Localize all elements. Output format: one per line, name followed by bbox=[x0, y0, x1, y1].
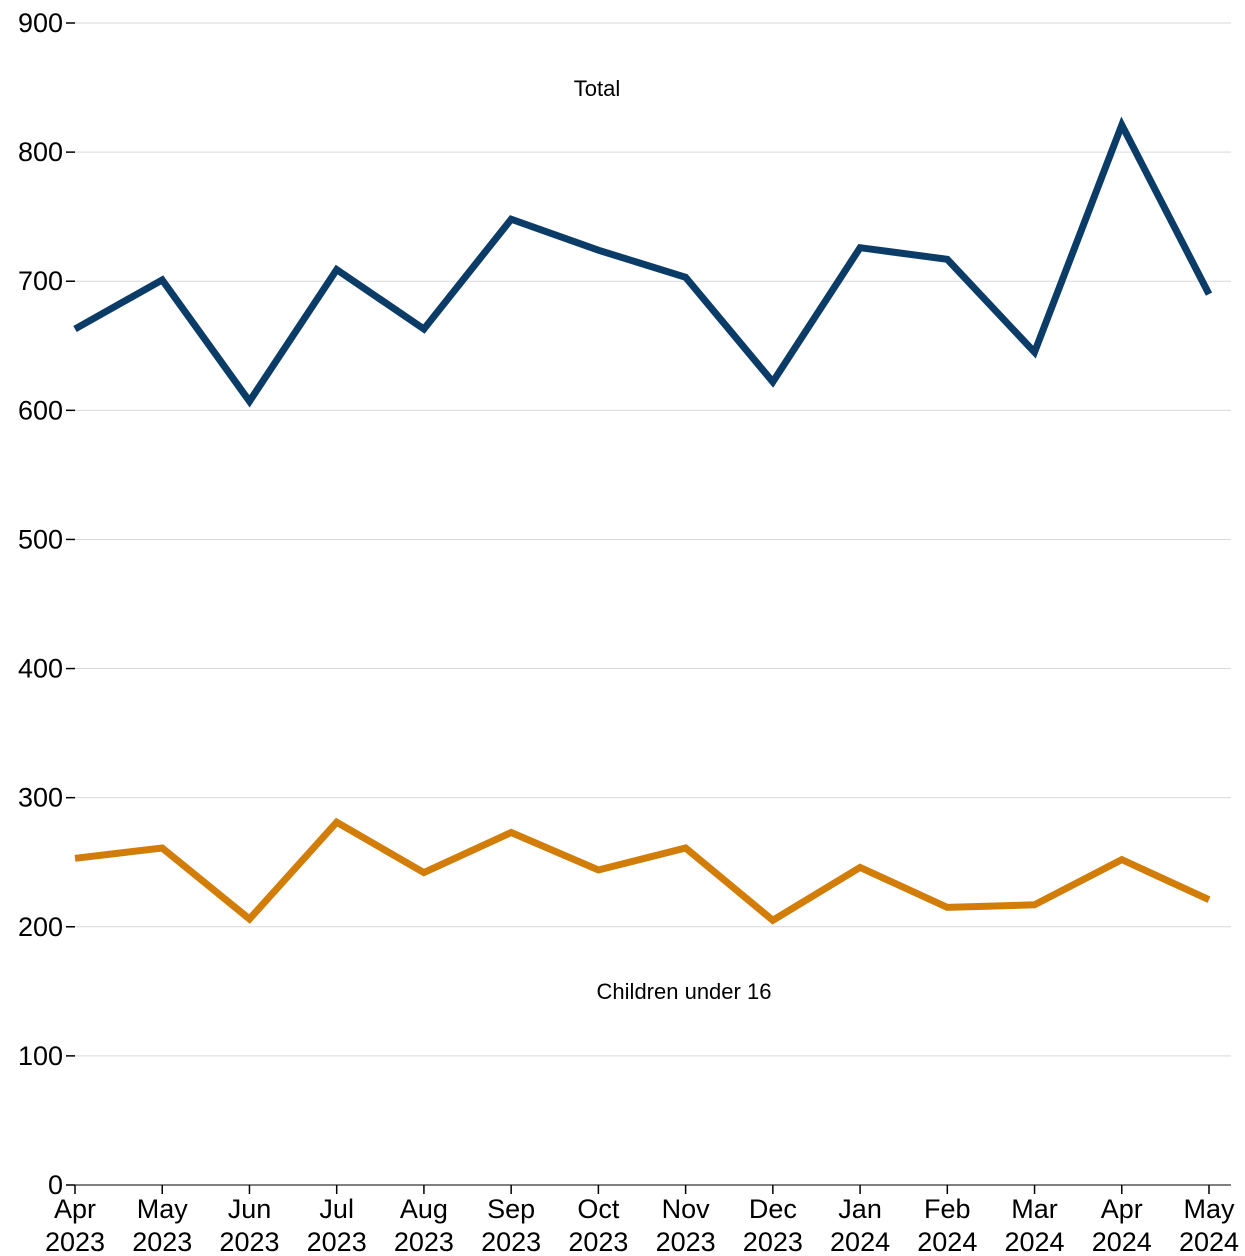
x-tick-label: Apr 2023 bbox=[45, 1194, 105, 1256]
x-tick-label-year: 2023 bbox=[219, 1227, 279, 1256]
x-tick-label-year: 2023 bbox=[45, 1227, 105, 1256]
x-tick-label: Apr 2024 bbox=[1092, 1194, 1152, 1256]
x-tick-label: Jan 2024 bbox=[830, 1194, 890, 1256]
series-lines bbox=[73, 116, 1213, 925]
series-label-children-under-16: Children under 16 bbox=[597, 979, 772, 1004]
axes: 0 100 200 300 400 500 600 700 800 900 Apr 2023 May 20… bbox=[18, 8, 1239, 1256]
x-tick-label-month: Apr bbox=[54, 1194, 96, 1224]
x-tick-label-year: 2023 bbox=[481, 1227, 541, 1256]
x-tick-label-year: 2024 bbox=[1004, 1227, 1064, 1256]
y-tick-label: 0 bbox=[48, 1170, 63, 1200]
x-tick-label-month: May bbox=[1183, 1194, 1235, 1224]
x-tick-label-month: Dec bbox=[749, 1194, 797, 1224]
y-tick-label: 100 bbox=[18, 1041, 63, 1071]
x-tick-label-year: 2023 bbox=[743, 1227, 803, 1256]
y-tick-label: 300 bbox=[18, 783, 63, 813]
y-tick-label: 600 bbox=[18, 395, 63, 425]
x-tick-label: Sep 2023 bbox=[481, 1194, 541, 1256]
x-tick-label-year: 2023 bbox=[394, 1227, 454, 1256]
x-tick-label: May 2024 bbox=[1179, 1194, 1239, 1256]
x-tick-label: Feb 2024 bbox=[917, 1194, 977, 1256]
x-tick-label-month: Apr bbox=[1101, 1194, 1143, 1224]
x-tick-label-month: Mar bbox=[1011, 1194, 1058, 1224]
x-tick-label-year: 2023 bbox=[568, 1227, 628, 1256]
x-tick-label: Dec 2023 bbox=[743, 1194, 803, 1256]
x-tick-label-month: Jul bbox=[319, 1194, 354, 1224]
x-tick-label-month: Feb bbox=[924, 1194, 971, 1224]
x-tick-label-month: Sep bbox=[487, 1194, 535, 1224]
y-tick-label: 400 bbox=[18, 654, 63, 684]
x-tick-label: Mar 2024 bbox=[1004, 1194, 1064, 1256]
x-tick-label: Oct 2023 bbox=[568, 1194, 628, 1256]
x-tick-label: Jul 2023 bbox=[307, 1194, 367, 1256]
x-tick-label-month: Nov bbox=[662, 1194, 711, 1224]
x-tick-label-month: May bbox=[137, 1194, 189, 1224]
x-tick-label: May 2023 bbox=[132, 1194, 192, 1256]
x-tick-label-month: Oct bbox=[577, 1194, 620, 1224]
x-tick-label-month: Jun bbox=[228, 1194, 272, 1224]
x-tick-label-year: 2024 bbox=[917, 1227, 977, 1256]
x-tick-label: Nov 2023 bbox=[656, 1194, 716, 1256]
series-labels: Total Children under 16 bbox=[574, 76, 772, 1004]
y-tick-label: 900 bbox=[18, 8, 63, 38]
y-tick-label: 500 bbox=[18, 524, 63, 554]
series-label-total: Total bbox=[574, 76, 620, 101]
x-tick-label-year: 2024 bbox=[1092, 1227, 1152, 1256]
y-tick-label: 200 bbox=[18, 912, 63, 942]
x-tick-label-year: 2023 bbox=[132, 1227, 192, 1256]
series-line-children-under-16 bbox=[74, 817, 1211, 925]
gridlines bbox=[75, 22, 1231, 1057]
x-tick-label-month: Jan bbox=[838, 1194, 882, 1224]
x-tick-label: Aug 2023 bbox=[394, 1194, 454, 1256]
y-tick-label: 700 bbox=[18, 266, 63, 296]
x-tick-label-year: 2024 bbox=[830, 1227, 890, 1256]
x-tick-label-month: Aug bbox=[400, 1194, 448, 1224]
x-tick-label-year: 2024 bbox=[1179, 1227, 1239, 1256]
series-line-total bbox=[73, 116, 1213, 408]
x-tick-label-year: 2023 bbox=[656, 1227, 716, 1256]
y-tick-label: 800 bbox=[18, 137, 63, 167]
x-tick-label-year: 2023 bbox=[307, 1227, 367, 1256]
x-tick-label: Jun 2023 bbox=[219, 1194, 279, 1256]
